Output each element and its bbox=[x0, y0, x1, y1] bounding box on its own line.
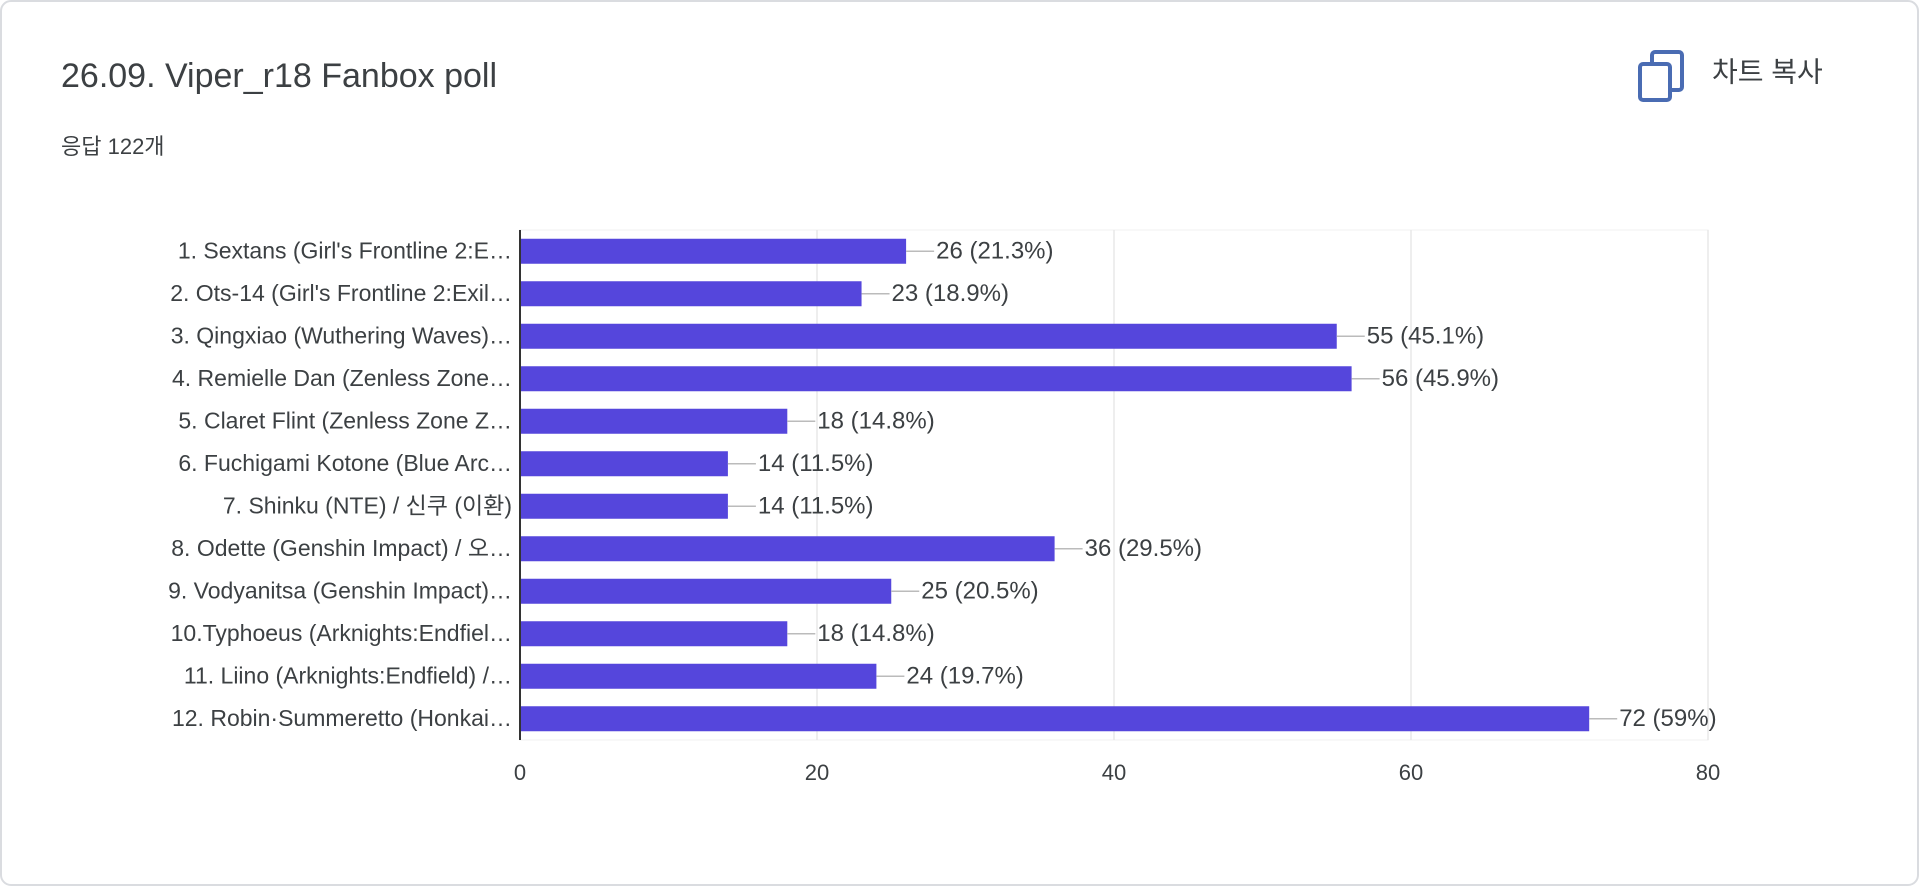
y-tick-label: 9. Vodyanitsa (Genshin Impact)… bbox=[168, 577, 512, 603]
value-label: 18 (14.8%) bbox=[817, 408, 934, 435]
x-tick-label: 80 bbox=[1696, 760, 1720, 785]
value-label: 36 (29.5%) bbox=[1085, 535, 1202, 562]
value-label: 14 (11.5%) bbox=[758, 493, 874, 520]
y-tick-label: 10.Typhoeus (Arknights:Endfiel… bbox=[171, 620, 512, 646]
bar bbox=[520, 323, 1337, 349]
y-tick-label: 11. Liino (Arknights:Endfield) /… bbox=[184, 662, 512, 688]
value-label: 18 (14.8%) bbox=[817, 620, 934, 647]
bar bbox=[520, 281, 862, 307]
y-tick-label: 6. Fuchigami Kotone (Blue Arc… bbox=[178, 450, 512, 476]
chart-title: 26.09. Viper_r18 Fanbox poll bbox=[61, 57, 497, 95]
y-tick-label: 2. Ots-14 (Girl's Frontline 2:Exil… bbox=[170, 280, 512, 306]
value-label: 23 (18.9%) bbox=[892, 280, 1009, 307]
value-label: 55 (45.1%) bbox=[1367, 323, 1484, 350]
copy-button-label: 차트 복사 bbox=[1712, 56, 1823, 87]
y-tick-label: 4. Remielle Dan (Zenless Zone… bbox=[172, 365, 512, 391]
bar bbox=[520, 663, 877, 689]
y-tick-label: 8. Odette (Genshin Impact) / 오… bbox=[171, 535, 512, 561]
bar bbox=[520, 451, 728, 477]
y-tick-label: 1. Sextans (Girl's Frontline 2:E… bbox=[178, 237, 512, 263]
value-label: 14 (11.5%) bbox=[758, 450, 874, 477]
copy-icon-front bbox=[1638, 62, 1672, 102]
y-tick-label: 5. Claret Flint (Zenless Zone Z… bbox=[178, 407, 512, 433]
x-tick-label: 40 bbox=[1102, 760, 1126, 785]
value-label: 56 (45.9%) bbox=[1382, 365, 1499, 392]
bar bbox=[520, 238, 907, 264]
x-tick-label: 0 bbox=[514, 760, 526, 785]
bar bbox=[520, 366, 1352, 392]
x-tick-label: 20 bbox=[805, 760, 829, 785]
value-label: 26 (21.3%) bbox=[936, 238, 1053, 265]
bar bbox=[520, 408, 788, 434]
value-label: 72 (59%) bbox=[1619, 705, 1716, 732]
bar bbox=[520, 493, 728, 519]
value-label: 24 (19.7%) bbox=[906, 663, 1023, 690]
y-tick-label: 12. Robin·Summeretto (Honkai… bbox=[172, 705, 512, 731]
bar bbox=[520, 621, 788, 647]
y-tick-label: 3. Qingxiao (Wuthering Waves)… bbox=[171, 322, 512, 348]
y-tick-label: 7. Shinku (NTE) / 신쿠 (이환) bbox=[223, 492, 512, 518]
value-label: 25 (20.5%) bbox=[921, 578, 1038, 605]
bar bbox=[520, 578, 892, 604]
bar bbox=[520, 706, 1590, 732]
bar bbox=[520, 536, 1055, 562]
x-tick-label: 60 bbox=[1399, 760, 1423, 785]
copy-chart-button[interactable]: 차트 복사 bbox=[1638, 50, 1823, 102]
chart-subtitle: 응답 122개 bbox=[61, 134, 165, 159]
